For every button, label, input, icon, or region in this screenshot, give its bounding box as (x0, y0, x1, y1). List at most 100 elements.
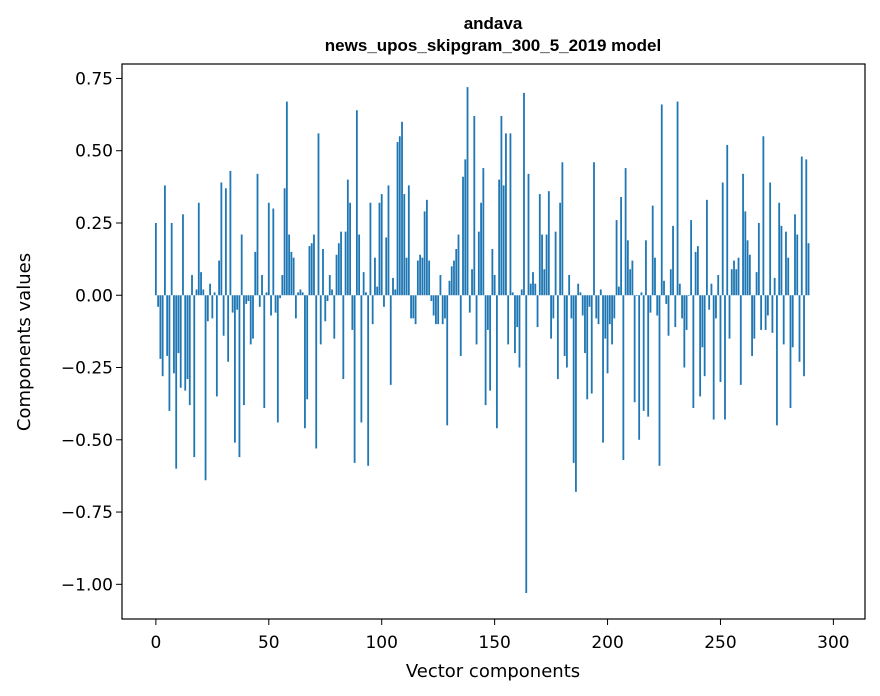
bar (459, 295, 462, 356)
bar (355, 110, 358, 296)
bar (486, 295, 489, 330)
bar (378, 202, 381, 296)
bar (358, 234, 361, 296)
bar (489, 295, 492, 391)
bar (534, 283, 537, 296)
bar (681, 295, 683, 319)
bar (744, 211, 747, 296)
bar (760, 295, 763, 330)
bar (660, 104, 663, 296)
bar (396, 142, 399, 296)
bar (728, 295, 731, 339)
bar (617, 286, 620, 296)
bar (699, 295, 702, 397)
plot-frame (121, 63, 866, 620)
bar (353, 295, 356, 463)
bar (229, 170, 232, 296)
bar (304, 295, 306, 429)
bar (649, 295, 652, 313)
bar (516, 295, 519, 328)
bar (308, 246, 311, 296)
bar (455, 249, 458, 296)
bar (236, 295, 239, 310)
bar (547, 191, 550, 296)
bar (624, 168, 627, 296)
bar (672, 225, 674, 296)
bar (439, 275, 442, 296)
bar (498, 179, 501, 296)
bar (351, 295, 354, 330)
bar (579, 292, 582, 296)
bar (735, 269, 738, 296)
bar (166, 295, 169, 356)
bar (261, 275, 263, 296)
bar (247, 295, 250, 302)
bar (315, 295, 318, 449)
bar (258, 295, 261, 307)
bar (678, 283, 681, 296)
bar (231, 295, 234, 313)
bar (182, 214, 184, 296)
bar (473, 116, 476, 296)
bar (495, 295, 498, 429)
bar (168, 295, 171, 411)
bar (796, 234, 799, 296)
bar (197, 202, 200, 296)
bar (561, 162, 564, 296)
bar (371, 295, 374, 325)
bar (631, 260, 634, 296)
bar (267, 202, 270, 296)
bar (692, 295, 695, 408)
bar (543, 269, 546, 296)
bar (270, 295, 272, 316)
bar (554, 231, 557, 296)
bar (335, 254, 338, 296)
bar (751, 295, 753, 356)
bar (563, 295, 566, 356)
x-tick-label: 0 (150, 633, 161, 653)
bar (159, 295, 162, 359)
bar (717, 275, 720, 296)
bar (328, 275, 331, 296)
bar (559, 202, 562, 296)
bar (590, 295, 593, 394)
bar (177, 295, 180, 354)
bar (629, 269, 632, 296)
bar (622, 295, 625, 461)
bar (394, 289, 397, 296)
bar (803, 295, 805, 377)
bar (606, 295, 609, 374)
bar (500, 116, 503, 296)
bar (468, 295, 471, 313)
bar (346, 179, 349, 296)
bar (276, 295, 279, 423)
bar (423, 211, 426, 296)
bar (191, 275, 193, 296)
bar (484, 295, 487, 406)
bar (683, 295, 686, 368)
bar (256, 173, 259, 296)
bar (669, 269, 672, 296)
bar (360, 295, 363, 423)
bar (263, 295, 266, 408)
bar (710, 283, 713, 296)
chart-title-line1: andava (464, 14, 523, 33)
bar (597, 295, 600, 325)
bar (188, 295, 191, 406)
bar (326, 295, 329, 302)
bar (398, 136, 401, 296)
bar (319, 295, 322, 345)
bar (369, 202, 372, 296)
x-tick-label: 150 (478, 633, 510, 653)
bar (299, 289, 302, 296)
bar (175, 295, 178, 469)
bar (224, 188, 227, 296)
bar (565, 295, 568, 368)
y-axis-ticks: 0.75 0.50 0.25 0.00 −0.25 −0.50 −0.75 −1.00 (61, 69, 122, 595)
bar (733, 260, 735, 296)
bar (737, 257, 740, 296)
bar (730, 269, 733, 296)
bar (211, 295, 214, 319)
bar (780, 225, 783, 296)
